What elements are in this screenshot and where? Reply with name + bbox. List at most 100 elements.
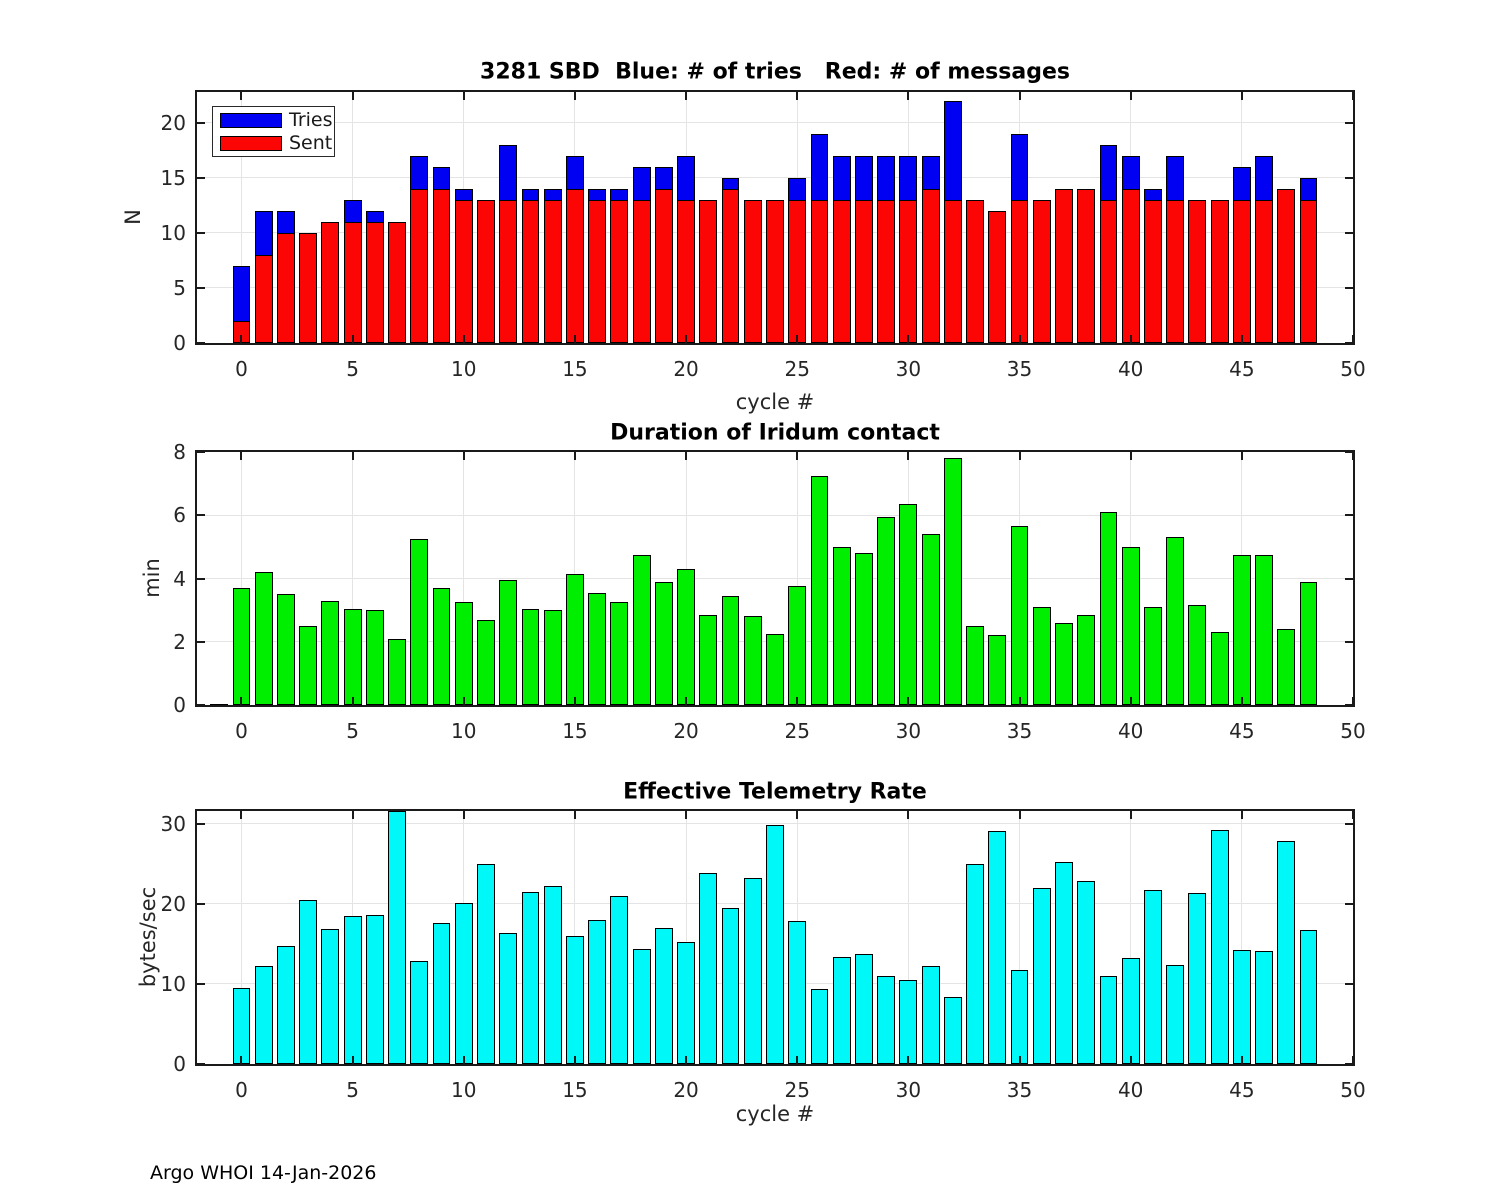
y-tick <box>1345 822 1353 825</box>
bar-value <box>721 595 740 705</box>
chart2-ylabel: min <box>140 558 164 598</box>
x-tick <box>462 92 465 100</box>
y-tick-label: 0 <box>173 1052 186 1076</box>
x-tick <box>1129 811 1132 819</box>
x-tick-label: 5 <box>346 719 359 743</box>
bar-value <box>743 878 762 1064</box>
legend: Tries Sent <box>212 106 335 157</box>
x-tick <box>351 452 354 460</box>
bar-value <box>499 933 518 1064</box>
x-tick <box>1018 1056 1021 1064</box>
x-tick <box>462 811 465 819</box>
x-tick <box>1240 811 1243 819</box>
bar-value <box>943 996 962 1064</box>
x-tick-label: 30 <box>895 719 922 743</box>
bar-value <box>988 831 1007 1064</box>
x-tick <box>462 452 465 460</box>
x-tick <box>796 697 799 705</box>
x-tick <box>1018 811 1021 819</box>
bar-value <box>410 960 429 1064</box>
chart-telemetry-rate: 0 5 10 15 20 25 30 35 40 45 50 0 10 20 30 <box>161 809 1366 1102</box>
bar-value <box>966 625 984 705</box>
bar-value <box>677 941 695 1064</box>
x-tick <box>796 811 799 819</box>
x-tick <box>1240 92 1243 100</box>
bar-value <box>210 703 229 705</box>
bar-value <box>610 895 629 1064</box>
bar-value <box>921 966 940 1064</box>
x-tick-label: 25 <box>784 719 810 743</box>
x-tick <box>240 697 243 705</box>
x-tick-label: 5 <box>346 1078 359 1102</box>
y-tick <box>197 231 205 234</box>
bar-value <box>1188 605 1207 705</box>
plot-area <box>195 90 1355 345</box>
bar-sent <box>1077 188 1096 343</box>
bar-sent <box>343 221 362 343</box>
x-tick-label: 10 <box>451 357 477 381</box>
bar-value <box>766 633 784 705</box>
bar-sent <box>743 199 762 343</box>
bar-value <box>632 554 651 705</box>
bar-sent <box>299 232 318 343</box>
bar-value <box>654 927 673 1064</box>
x-tick <box>1240 1056 1243 1064</box>
x-tick <box>907 697 910 705</box>
x-tick-label: 25 <box>784 357 810 381</box>
bar-value <box>321 600 340 705</box>
x-tick <box>1240 697 1243 705</box>
y-tick-label: 0 <box>173 693 186 717</box>
x-tick-label: 10 <box>451 719 477 743</box>
bar-sent <box>1299 199 1318 343</box>
x-tick-label: 0 <box>235 357 248 381</box>
y-tick <box>197 1063 205 1064</box>
bar-sent <box>566 188 584 343</box>
bar-value <box>1077 881 1096 1064</box>
chart3-xlabel: cycle # <box>735 1102 815 1126</box>
bar-sent <box>499 199 518 343</box>
bar-value <box>232 587 251 705</box>
bar-sent <box>521 199 540 343</box>
bar-sent <box>899 199 918 343</box>
bar-sent <box>654 188 673 343</box>
y-tick <box>197 822 205 825</box>
y-tick <box>1345 704 1353 705</box>
bar-sent <box>832 199 851 343</box>
y-tick <box>197 342 205 343</box>
bar-value <box>343 915 362 1064</box>
x-tick <box>351 1056 354 1064</box>
bar-sent <box>788 199 807 343</box>
bar-value <box>743 616 762 705</box>
bar-value <box>1010 969 1029 1064</box>
x-tick <box>796 1056 799 1064</box>
x-tick <box>573 452 576 460</box>
bar-value <box>1210 632 1229 705</box>
x-tick-label: 50 <box>1340 357 1366 381</box>
bar-value <box>499 580 518 705</box>
bar-value <box>232 987 251 1064</box>
x-tick-label: 0 <box>235 719 248 743</box>
x-tick <box>240 92 243 100</box>
bar-sent <box>766 199 784 343</box>
bar-sent <box>1232 199 1251 343</box>
bar-value <box>1099 512 1118 705</box>
bar-sent <box>254 254 273 343</box>
y-tick <box>1345 640 1353 643</box>
y-tick <box>1345 902 1353 905</box>
bar-sent <box>966 199 984 343</box>
bar-value <box>1255 554 1273 705</box>
x-tick <box>462 1056 465 1064</box>
x-tick <box>1018 697 1021 705</box>
gridline <box>197 514 1353 516</box>
figure-footer: Argo WHOI 14-Jan-2026 <box>150 1162 377 1184</box>
bar-value <box>788 921 807 1064</box>
bar-value <box>832 546 851 705</box>
x-tick-label: 20 <box>673 1078 699 1102</box>
y-tick <box>197 452 205 453</box>
x-tick <box>1129 452 1132 460</box>
bar-value <box>477 863 495 1064</box>
bar-value <box>810 988 829 1064</box>
x-tick-label: 40 <box>1117 357 1144 381</box>
chart-sbd-tries-messages: Tries Sent 0 5 10 15 20 25 30 35 40 45 50 0 5 10 15 20 <box>161 90 1366 381</box>
y-tick-label: 15 <box>160 165 186 190</box>
